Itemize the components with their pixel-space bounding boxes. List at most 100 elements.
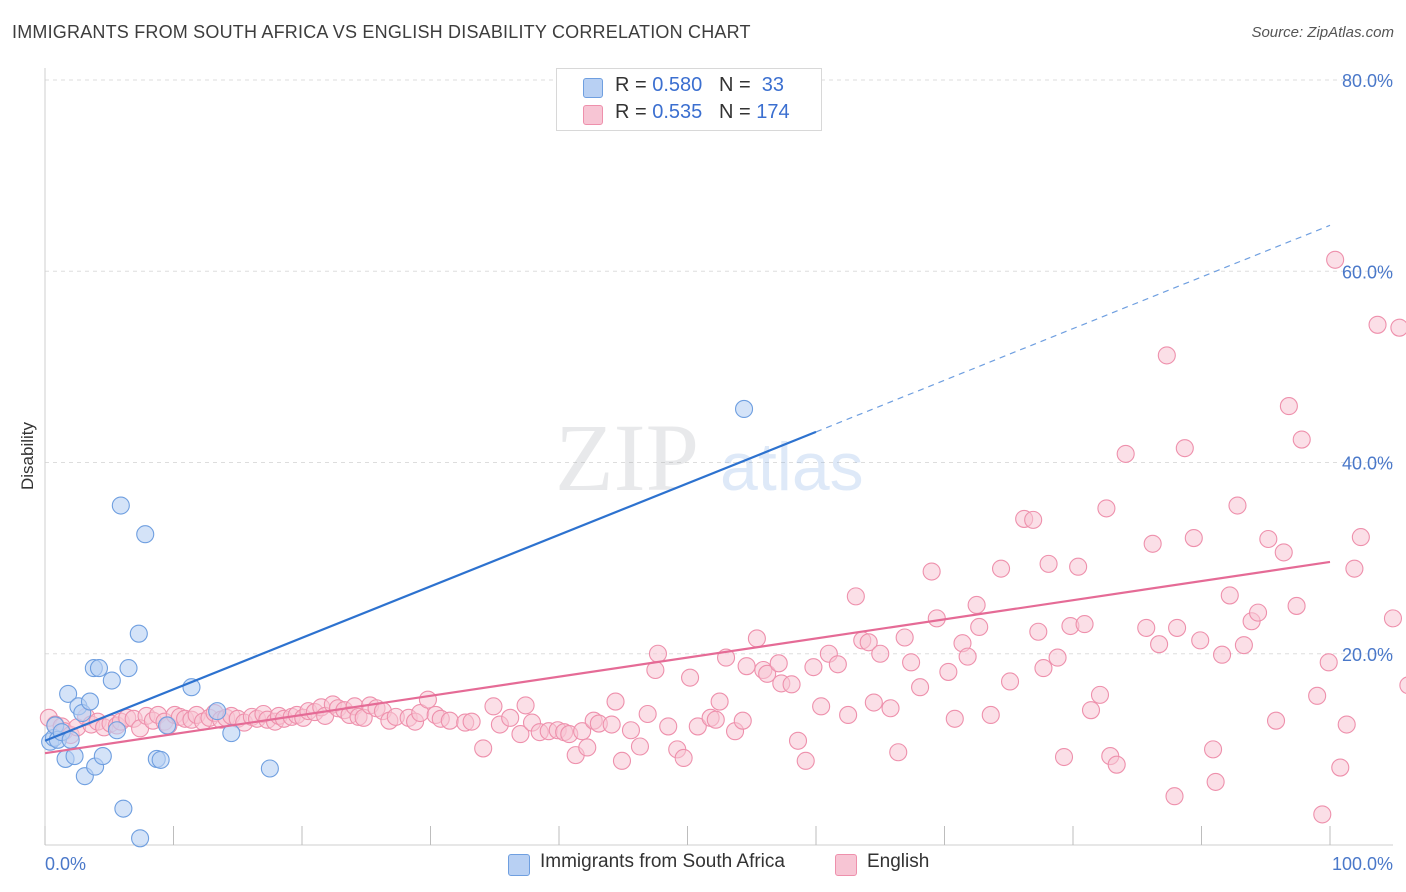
- south-africa-point: [111, 496, 130, 515]
- correlation-legend: R = 0.580 N = 33 R = 0.535 N = 174: [556, 68, 822, 131]
- south-africa-point: [151, 750, 170, 769]
- english-point: [484, 697, 503, 716]
- english-point: [1069, 557, 1088, 576]
- bottom-legend-label-1: Immigrants from South Africa: [540, 851, 785, 872]
- south-africa-point: [102, 671, 121, 690]
- english-point: [1097, 499, 1116, 518]
- x-tick-label-min: 0.0%: [45, 854, 86, 874]
- english-point: [1184, 528, 1203, 548]
- english-point: [927, 609, 946, 628]
- english-point: [1259, 529, 1278, 549]
- english-point: [812, 697, 831, 716]
- english-point: [945, 709, 964, 728]
- y-tick-label: 40.0%: [1342, 454, 1393, 474]
- english-point: [769, 654, 788, 673]
- english-point: [1319, 653, 1338, 672]
- english-point: [688, 717, 707, 736]
- legend-r-label-1: R =: [615, 74, 647, 96]
- legend-swatch-pink: [583, 105, 603, 125]
- english-point: [1399, 676, 1406, 695]
- english-point: [418, 690, 437, 709]
- english-point: [1220, 586, 1239, 605]
- south-africa-trend-line: [44, 430, 817, 742]
- english-point: [1107, 755, 1126, 774]
- english-point: [462, 712, 481, 731]
- english-point: [511, 725, 530, 744]
- english-point: [1345, 559, 1364, 578]
- english-point: [474, 739, 493, 758]
- english-point: [1048, 648, 1067, 667]
- english-point: [1034, 659, 1053, 678]
- english-point: [804, 658, 823, 677]
- english-point: [796, 751, 815, 770]
- english-point: [1090, 685, 1110, 704]
- axes: [44, 68, 1393, 846]
- south-africa-point: [158, 716, 177, 735]
- english-point: [1368, 315, 1387, 334]
- english-point: [1039, 554, 1058, 573]
- english-point: [1081, 701, 1101, 720]
- english-point: [1274, 543, 1293, 562]
- legend-r-label-2: R =: [615, 101, 647, 123]
- watermark-atlas: atlas: [720, 429, 864, 505]
- english-point: [578, 738, 597, 757]
- legend-n-label-1: N =: [718, 74, 751, 96]
- english-point: [1266, 711, 1286, 730]
- chart-title: IMMIGRANTS FROM SOUTH AFRICA VS ENGLISH …: [12, 22, 751, 42]
- english-point: [1000, 672, 1020, 691]
- english-point: [1024, 510, 1043, 529]
- source-credit: Source: ZipAtlas.com: [1251, 24, 1394, 41]
- english-point: [1331, 758, 1350, 777]
- south-africa-point: [136, 525, 155, 544]
- legend-n-value-1: 33: [761, 74, 785, 96]
- legend-n-label-2: N =: [718, 101, 751, 123]
- english-point: [638, 704, 657, 724]
- english-point: [1165, 787, 1184, 806]
- south-africa-point: [107, 721, 127, 740]
- english-point: [859, 633, 878, 652]
- english-point: [922, 562, 941, 581]
- english-point: [1191, 631, 1210, 650]
- english-point: [1308, 686, 1327, 705]
- english-point: [648, 644, 667, 663]
- south-africa-point: [208, 702, 227, 721]
- south-africa-point: [131, 829, 150, 848]
- y-tick-label: 20.0%: [1342, 645, 1393, 665]
- english-point: [1150, 635, 1169, 654]
- english-point: [1157, 346, 1176, 365]
- english-point: [758, 664, 777, 683]
- english-point: [889, 743, 908, 762]
- english-point: [674, 748, 693, 768]
- south-africa-point: [93, 747, 112, 766]
- legend-row-south-africa: R = 0.580 N = 33: [557, 74, 821, 100]
- english-point: [606, 692, 625, 711]
- english-point: [706, 710, 725, 729]
- english-point: [710, 692, 729, 711]
- english-point: [1206, 772, 1225, 791]
- legend-r-value-2: 0.535: [652, 101, 703, 123]
- english-point: [881, 699, 900, 718]
- english-point: [1234, 636, 1253, 655]
- english-point: [1213, 645, 1232, 664]
- english-trend-line: [44, 560, 1331, 755]
- english-point: [958, 647, 977, 666]
- watermark: ZIP atlas: [555, 404, 864, 511]
- english-point: [573, 722, 592, 741]
- english-point: [1287, 596, 1306, 615]
- english-point: [747, 629, 766, 648]
- y-tick-label: 60.0%: [1342, 262, 1393, 282]
- english-point: [828, 655, 847, 674]
- english-point: [630, 737, 650, 756]
- english-point: [911, 678, 930, 697]
- english-point: [1204, 740, 1223, 759]
- english-point: [1137, 618, 1156, 637]
- south-africa-point: [89, 659, 109, 678]
- south-africa-point: [65, 747, 84, 766]
- english-point: [1313, 805, 1332, 824]
- english-point: [846, 587, 865, 606]
- south-africa-point: [80, 692, 100, 711]
- english-point: [788, 731, 808, 750]
- english-point: [991, 559, 1011, 578]
- english-point: [1292, 430, 1311, 449]
